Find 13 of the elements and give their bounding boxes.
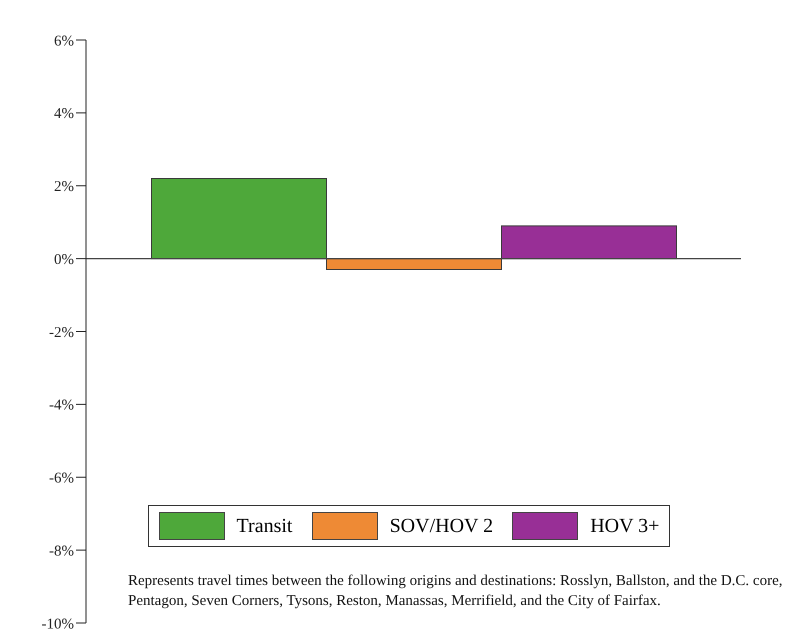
legend-label: SOV/HOV 2 xyxy=(390,514,494,538)
legend-label: HOV 3+ xyxy=(590,514,660,538)
y-tick-label: -4% xyxy=(49,398,74,414)
y-tick-label: 4% xyxy=(54,106,74,122)
annotation: Represents travel times between the following origins and destinations: Rosslyn, Ballston, and the D.C. core, Pentagon, Seven Corners, Tysons, Reston, Manassas, Merrifield, and the City of Fairfax. xyxy=(128,572,784,611)
y-tick-label: -10% xyxy=(42,616,74,632)
y-tick-label: -8% xyxy=(49,543,74,560)
y-tick-label: 6% xyxy=(54,33,74,50)
y-tick-label: -6% xyxy=(49,470,74,487)
y-tick-label: -2% xyxy=(49,324,74,341)
y-tick-label: 2% xyxy=(54,179,74,196)
y-tick-label: 0% xyxy=(54,252,74,268)
legend-label: Transit xyxy=(236,514,292,538)
